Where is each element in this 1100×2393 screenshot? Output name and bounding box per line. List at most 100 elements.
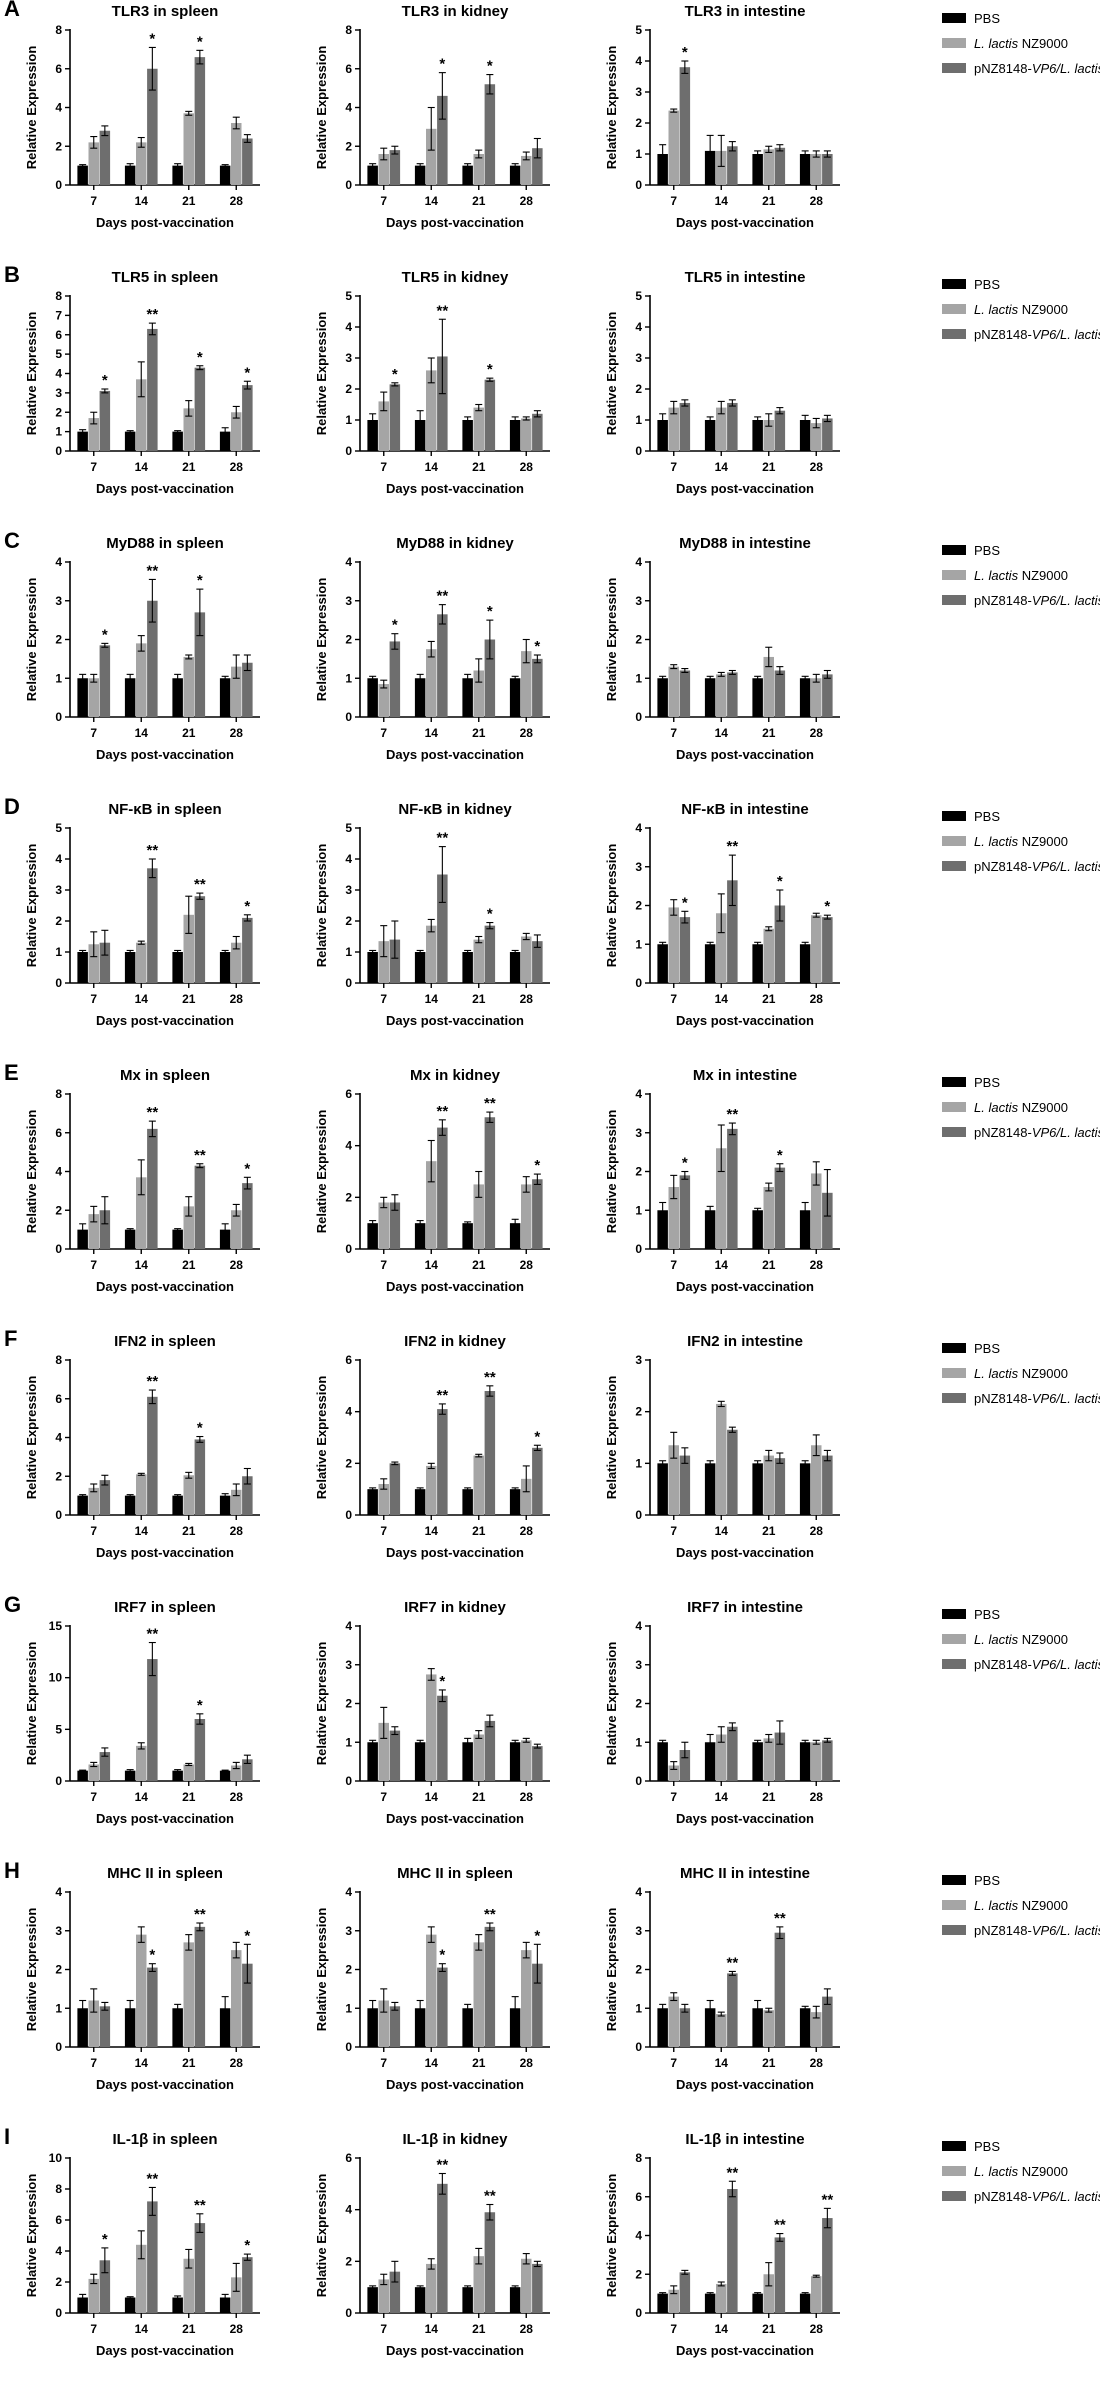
y-tick-label: 8 bbox=[345, 23, 352, 37]
chart-6: MyD88 in spleen 0 1 2 3 4 Relative Expression 7… bbox=[4, 528, 260, 762]
x-tick-label: 21 bbox=[472, 1258, 486, 1272]
bar bbox=[389, 2271, 401, 2313]
significance-marker: * bbox=[534, 638, 540, 655]
bar bbox=[763, 1187, 774, 1249]
legend-swatch bbox=[942, 570, 966, 580]
x-axis-label: Days post-vaccination bbox=[676, 747, 814, 762]
bar bbox=[194, 1719, 206, 1781]
significance-marker: * bbox=[439, 1673, 445, 1690]
bar bbox=[679, 1750, 691, 1781]
y-tick-label: 8 bbox=[635, 2151, 642, 2165]
bar bbox=[532, 148, 543, 185]
bar bbox=[473, 1734, 484, 1781]
bar bbox=[183, 1942, 194, 2047]
significance-marker: * bbox=[534, 1157, 540, 1174]
bar bbox=[437, 1695, 448, 1781]
bar bbox=[668, 1445, 679, 1515]
bar bbox=[462, 165, 473, 185]
bar bbox=[147, 600, 158, 717]
chart-title: NF-κB in intestine bbox=[681, 801, 809, 818]
x-axis-label: Days post-vaccination bbox=[386, 2343, 524, 2358]
x-axis-label: Days post-vaccination bbox=[96, 215, 234, 230]
y-tick-label: 2 bbox=[635, 1697, 642, 1711]
bar bbox=[414, 2008, 426, 2047]
x-tick-label: 28 bbox=[230, 1258, 244, 1272]
bar bbox=[231, 1210, 242, 1249]
bar bbox=[219, 1229, 231, 1249]
chart-title: TLR5 in intestine bbox=[685, 269, 806, 286]
bar bbox=[799, 420, 811, 451]
x-tick-label: 21 bbox=[182, 2322, 196, 2336]
bar bbox=[389, 384, 401, 451]
legend-swatch bbox=[942, 1609, 966, 1619]
bar bbox=[147, 328, 158, 451]
panel-letter: E bbox=[4, 1060, 19, 1085]
bar bbox=[509, 678, 521, 717]
bar bbox=[752, 2008, 763, 2047]
chart-title: IRF7 in kidney bbox=[404, 1599, 506, 1616]
bar bbox=[484, 1720, 496, 1781]
y-tick-label: 2 bbox=[345, 1963, 352, 1977]
bar bbox=[437, 614, 448, 717]
bar bbox=[219, 2008, 231, 2047]
bar bbox=[124, 431, 136, 451]
significance-marker: ** bbox=[437, 1387, 449, 1404]
bar bbox=[811, 915, 822, 983]
bar bbox=[124, 1495, 136, 1515]
y-tick-label: 2 bbox=[635, 1405, 642, 1419]
y-axis-label: Relative Expression bbox=[604, 1110, 619, 1234]
legend-label-part: PBS bbox=[974, 277, 1000, 292]
legend-swatch bbox=[942, 13, 966, 23]
bar bbox=[727, 1429, 738, 1515]
bar bbox=[367, 420, 378, 451]
y-tick-label: 1 bbox=[55, 671, 62, 685]
x-tick-label: 28 bbox=[810, 1790, 824, 1804]
bar bbox=[752, 1742, 763, 1781]
significance-marker: * bbox=[197, 572, 203, 589]
x-tick-label: 14 bbox=[425, 1258, 439, 1272]
chart-20: IRF7 in intestine 0 1 2 3 4 Relative Expressio… bbox=[604, 1599, 840, 1826]
chart-1: TLR3 in kidney 0 2 4 6 8 Relative Expression 7 1… bbox=[314, 3, 550, 230]
legend: PBS L. lactis NZ9000 pNZ8148-VP6/L. lactis bbox=[942, 543, 1100, 608]
bar bbox=[77, 1495, 88, 1515]
chart-title: TLR3 in kidney bbox=[402, 3, 509, 20]
legend-label: pNZ8148-VP6/L. lactis bbox=[974, 2189, 1100, 2204]
significance-marker: ** bbox=[194, 1906, 206, 1923]
bar bbox=[763, 1738, 774, 1781]
bar bbox=[668, 110, 679, 185]
bar bbox=[811, 1445, 822, 1515]
chart-title: IRF7 in spleen bbox=[114, 1599, 216, 1616]
y-tick-label: 4 bbox=[55, 367, 62, 381]
y-axis-label: Relative Expression bbox=[24, 578, 39, 702]
bar bbox=[136, 379, 147, 451]
bar bbox=[172, 678, 183, 717]
bar bbox=[367, 165, 378, 185]
y-tick-label: 6 bbox=[345, 1087, 352, 1101]
significance-marker: * bbox=[244, 364, 250, 381]
x-tick-label: 28 bbox=[810, 1524, 824, 1538]
legend-label-part: pNZ8148- bbox=[974, 859, 1032, 874]
y-tick-label: 1 bbox=[635, 2001, 642, 2015]
legend: PBS L. lactis NZ9000 pNZ8148-VP6/L. lactis bbox=[942, 2139, 1100, 2204]
y-tick-label: 2 bbox=[635, 382, 642, 396]
x-tick-label: 28 bbox=[230, 1524, 244, 1538]
significance-marker: ** bbox=[437, 830, 449, 847]
bar bbox=[99, 1752, 111, 1781]
legend-label-part: PBS bbox=[974, 809, 1000, 824]
legend-swatch bbox=[942, 1875, 966, 1885]
legend-label-part: VP6/L. lactis bbox=[1032, 1657, 1100, 1672]
bar bbox=[367, 678, 378, 717]
bar bbox=[99, 2006, 111, 2047]
chart-title: IL-1β in spleen bbox=[112, 2131, 217, 2148]
bar bbox=[378, 401, 389, 451]
y-tick-label: 3 bbox=[635, 85, 642, 99]
x-tick-label: 14 bbox=[715, 1524, 729, 1538]
legend-label-part: L. lactis bbox=[974, 2164, 1019, 2179]
bar bbox=[473, 1455, 484, 1515]
legend-label-part: NZ9000 bbox=[1018, 568, 1068, 583]
y-tick-label: 5 bbox=[345, 821, 352, 835]
y-tick-label: 1 bbox=[345, 1735, 352, 1749]
y-tick-label: 2 bbox=[635, 1165, 642, 1179]
x-tick-label: 21 bbox=[762, 992, 776, 1006]
